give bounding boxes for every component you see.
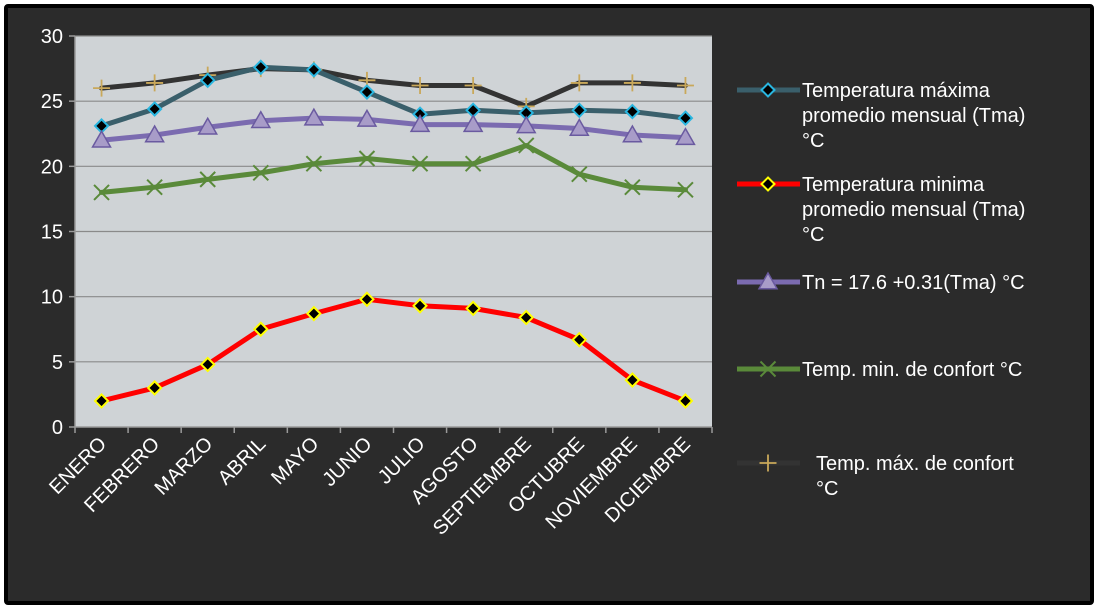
- legend-label-line: °C: [816, 478, 838, 500]
- data-point: [409, 114, 431, 133]
- data-point: [675, 127, 696, 146]
- legend-label-line: Temperatura máxima: [802, 80, 991, 102]
- data-point: [252, 59, 269, 76]
- series-1: [93, 291, 694, 409]
- data-point: [93, 393, 110, 409]
- data-point: [571, 102, 588, 119]
- series-line: [99, 64, 688, 129]
- data-point: [464, 77, 482, 95]
- data-point: [305, 155, 323, 172]
- y-axis-ticks: 0 5 10 15 20 25 30: [41, 26, 75, 439]
- legend-label-line: Temp. min. de confort °C: [802, 359, 1022, 381]
- data-point: [571, 165, 588, 183]
- legend-label: Temperatura máxima promedio mensual (Tma)…: [802, 80, 1025, 152]
- data-point: [759, 360, 777, 378]
- legend-entry: Temp. min. de confort °C: [737, 359, 1022, 381]
- data-point: [570, 74, 588, 92]
- data-point: [305, 61, 322, 78]
- data-point: [199, 171, 216, 188]
- data-point: [624, 178, 641, 196]
- data-point: [677, 393, 694, 409]
- data-point: [757, 271, 779, 290]
- data-point: [359, 291, 375, 308]
- data-point: [146, 101, 163, 117]
- data-point: [146, 379, 163, 396]
- y-tick-label: 15: [41, 222, 63, 244]
- data-point: [358, 150, 376, 167]
- data-point: [518, 309, 535, 326]
- data-point: [144, 124, 165, 143]
- data-point: [93, 79, 111, 97]
- legend-label-line: promedio mensual (Tma): [802, 105, 1025, 127]
- data-point: [676, 77, 694, 95]
- legend-entry: Temperatura máxima promedio mensual (Tma)…: [737, 80, 1025, 152]
- legend-entry: Tn = 17.6 +0.31(Tma) °C: [737, 271, 1025, 294]
- legend: Temperatura máxima promedio mensual (Tma)…: [737, 80, 1025, 500]
- legend-label: Tn = 17.6 +0.31(Tma) °C: [802, 272, 1025, 294]
- data-point: [571, 331, 588, 348]
- legend-label: Temperatura minima promedio mensual (Tma)…: [802, 174, 1025, 246]
- data-point: [464, 155, 482, 172]
- data-point: [146, 178, 163, 196]
- data-point: [412, 297, 428, 314]
- y-tick-label: 25: [41, 91, 63, 113]
- legend-label-line: °C: [802, 224, 824, 246]
- y-tick-label: 20: [41, 156, 63, 178]
- data-point: [411, 77, 429, 95]
- legend-entry: Temp. máx. de confort °C: [737, 453, 1014, 500]
- data-point: [677, 110, 694, 127]
- data-point: [760, 82, 776, 98]
- series-2: [91, 107, 696, 148]
- data-point: [518, 137, 535, 154]
- series-group: [91, 59, 696, 409]
- legend-label: Temp. min. de confort °C: [802, 359, 1022, 381]
- data-point: [515, 115, 537, 134]
- legend-label-line: °C: [802, 130, 824, 152]
- series-line: [99, 115, 688, 143]
- data-point: [624, 103, 641, 120]
- y-tick-label: 30: [41, 26, 63, 48]
- legend-label-line: Temp. máx. de confort: [816, 453, 1014, 475]
- data-point: [91, 129, 112, 148]
- y-tick-label: 10: [41, 287, 63, 309]
- data-point: [623, 74, 641, 92]
- data-point: [356, 108, 378, 127]
- y-tick-label: 0: [52, 417, 63, 439]
- series-3: [93, 137, 694, 201]
- data-point: [250, 110, 272, 129]
- data-point: [465, 300, 482, 317]
- data-point: [622, 124, 643, 143]
- data-point: [252, 164, 269, 182]
- data-point: [624, 372, 641, 388]
- data-point: [677, 181, 694, 199]
- legend-entry: Temperatura minima promedio mensual (Tma)…: [737, 174, 1025, 246]
- legend-label-line: Temperatura minima: [802, 174, 985, 196]
- data-point: [199, 356, 216, 373]
- data-point: [252, 321, 269, 338]
- data-point: [197, 116, 219, 135]
- legend-label-line: Tn = 17.6 +0.31(Tma) °C: [802, 272, 1025, 294]
- data-point: [568, 118, 590, 137]
- data-point: [199, 72, 216, 89]
- data-point: [93, 184, 110, 201]
- series-line: [99, 142, 688, 195]
- legend-label-line: promedio mensual (Tma): [802, 199, 1025, 221]
- data-point: [760, 176, 776, 192]
- data-point: [462, 114, 484, 133]
- series-line: [99, 66, 688, 109]
- data-point: [303, 107, 325, 126]
- series-line: [99, 296, 688, 404]
- data-point: [759, 454, 777, 472]
- data-point: [411, 155, 429, 172]
- data-point: [305, 305, 322, 322]
- legend-label: Temp. máx. de confort °C: [816, 453, 1014, 500]
- y-tick-label: 5: [52, 352, 63, 374]
- data-point: [359, 84, 375, 100]
- data-point: [146, 74, 164, 92]
